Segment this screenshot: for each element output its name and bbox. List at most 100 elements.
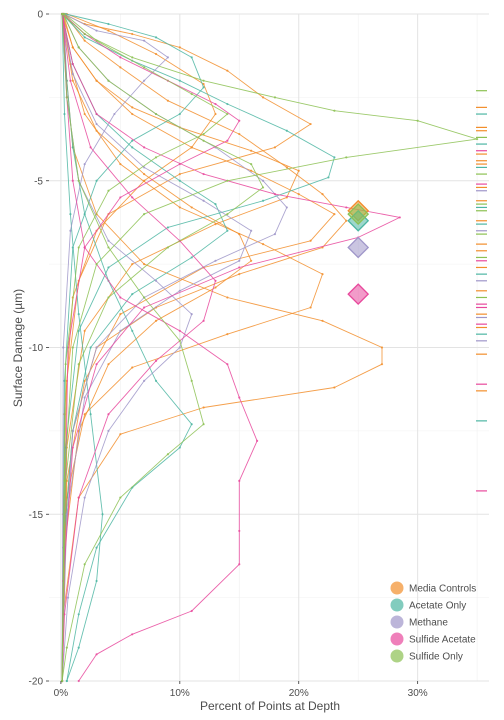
- series-point-15-3: [166, 56, 170, 59]
- y-tick-label-3: -15: [29, 510, 44, 521]
- series-point-5-9: [131, 366, 134, 369]
- series-point-22-5: [250, 162, 253, 166]
- series-line-8: [61, 13, 335, 682]
- series-line-20: [61, 13, 216, 682]
- series-point-22-3: [154, 112, 158, 116]
- series-point-18-10: [238, 529, 241, 533]
- series-point-7-6: [250, 259, 253, 262]
- series-point-13-8: [214, 259, 217, 262]
- series-point-20-1: [69, 79, 72, 82]
- series-point-16-2: [95, 122, 98, 126]
- axes: 0% 10% 20% 30% 0 -5 -10 -15 -20: [29, 10, 428, 700]
- series-point-13-7: [273, 233, 277, 236]
- series-point-18-9: [238, 479, 241, 482]
- series-point-18-8: [256, 439, 259, 442]
- series-point-8-7: [327, 176, 330, 179]
- series-point-5-8: [226, 333, 229, 336]
- series-point-24-1: [95, 39, 98, 42]
- series-point-15-7: [69, 229, 72, 232]
- series-point-15-2: [143, 39, 146, 42]
- series-point-11-6: [131, 139, 134, 142]
- series-point-7-3: [143, 172, 146, 176]
- series-point-17-6: [345, 206, 348, 209]
- series-point-1-3: [131, 112, 134, 116]
- series-line-0: [61, 13, 312, 682]
- series-point-23-8: [166, 453, 170, 456]
- series-point-18-11: [238, 563, 241, 566]
- series-point-15-4: [143, 79, 146, 82]
- mean-diamond-3: [347, 283, 370, 306]
- series-point-14-8: [107, 429, 110, 432]
- series-point-22-9: [107, 296, 110, 299]
- series-point-11-1: [107, 22, 110, 26]
- series-point-15-6: [83, 162, 86, 166]
- series-point-21-10: [143, 213, 146, 216]
- series-point-9-10: [95, 546, 98, 549]
- series-point-1-8: [309, 239, 312, 242]
- series-point-9-2: [71, 146, 74, 149]
- legend-label-1: Acetate Only: [409, 601, 466, 612]
- series-point-18-13: [131, 633, 134, 636]
- series-point-18-7: [238, 396, 241, 399]
- series-point-21-3: [202, 79, 205, 82]
- series-point-21-8: [345, 156, 348, 159]
- series-point-20-5: [214, 279, 217, 282]
- series-point-24-10: [60, 679, 64, 683]
- series-point-17-5: [273, 192, 277, 196]
- series-point-12-5: [101, 513, 104, 516]
- series-point-12-8: [65, 679, 68, 683]
- series-point-19-9: [83, 246, 86, 249]
- series-point-3-6: [297, 169, 300, 172]
- series-point-16-1: [71, 72, 74, 76]
- series-line-18: [62, 13, 258, 682]
- series-point-8-1: [83, 36, 86, 39]
- series-point-4-2: [119, 66, 122, 69]
- series-point-16-9: [83, 396, 86, 399]
- series-point-6-5: [190, 146, 193, 149]
- series-point-5-2: [83, 112, 86, 116]
- series-point-7-9: [107, 363, 110, 366]
- series-point-9-7: [190, 423, 193, 426]
- series-point-23-2: [77, 179, 80, 182]
- series-point-4-6: [321, 192, 324, 196]
- series-point-23-7: [202, 423, 205, 426]
- series-point-24-6: [154, 156, 158, 159]
- series-point-0-8: [178, 172, 181, 176]
- series-line-19: [61, 13, 240, 682]
- series-point-19-8: [119, 196, 122, 199]
- y-tick-label-1: -5: [34, 176, 43, 187]
- x-tick-label-3: 30%: [408, 688, 428, 699]
- y-tick-label-2: -10: [29, 343, 44, 354]
- series-point-18-12: [190, 609, 193, 613]
- series-point-0-4: [226, 69, 229, 72]
- series-point-3-5: [250, 149, 253, 152]
- series-point-6-2: [154, 52, 158, 56]
- series-point-7-4: [190, 206, 193, 209]
- series-point-17-7: [398, 216, 401, 219]
- legend-key-3: [390, 632, 404, 646]
- series-point-12-4: [89, 413, 92, 416]
- series-point-12-2: [69, 213, 72, 216]
- series-point-5-5: [261, 243, 265, 246]
- y-tick-label-4: -20: [29, 677, 44, 688]
- series-point-18-15: [77, 679, 80, 683]
- series-point-17-2: [95, 112, 98, 116]
- series-point-14-9: [83, 496, 86, 499]
- series-point-24-8: [77, 246, 80, 249]
- series-point-13-11: [71, 429, 74, 432]
- series-point-12-7: [77, 646, 80, 649]
- series-point-14-3: [107, 239, 110, 242]
- series-point-16-6: [238, 259, 241, 262]
- series-point-19-2: [119, 56, 122, 59]
- series-point-19-4: [214, 102, 217, 106]
- series-point-10-6: [226, 229, 229, 232]
- series-point-17-12: [71, 446, 74, 449]
- series-point-22-11: [64, 479, 67, 482]
- series-point-21-5: [333, 109, 336, 112]
- series-point-6-1: [107, 29, 110, 32]
- series-point-19-5: [238, 119, 241, 122]
- series-point-14-6: [178, 346, 181, 349]
- series-point-21-7: [476, 137, 479, 141]
- series-point-0-5: [261, 96, 265, 99]
- series-point-5-7: [309, 306, 312, 309]
